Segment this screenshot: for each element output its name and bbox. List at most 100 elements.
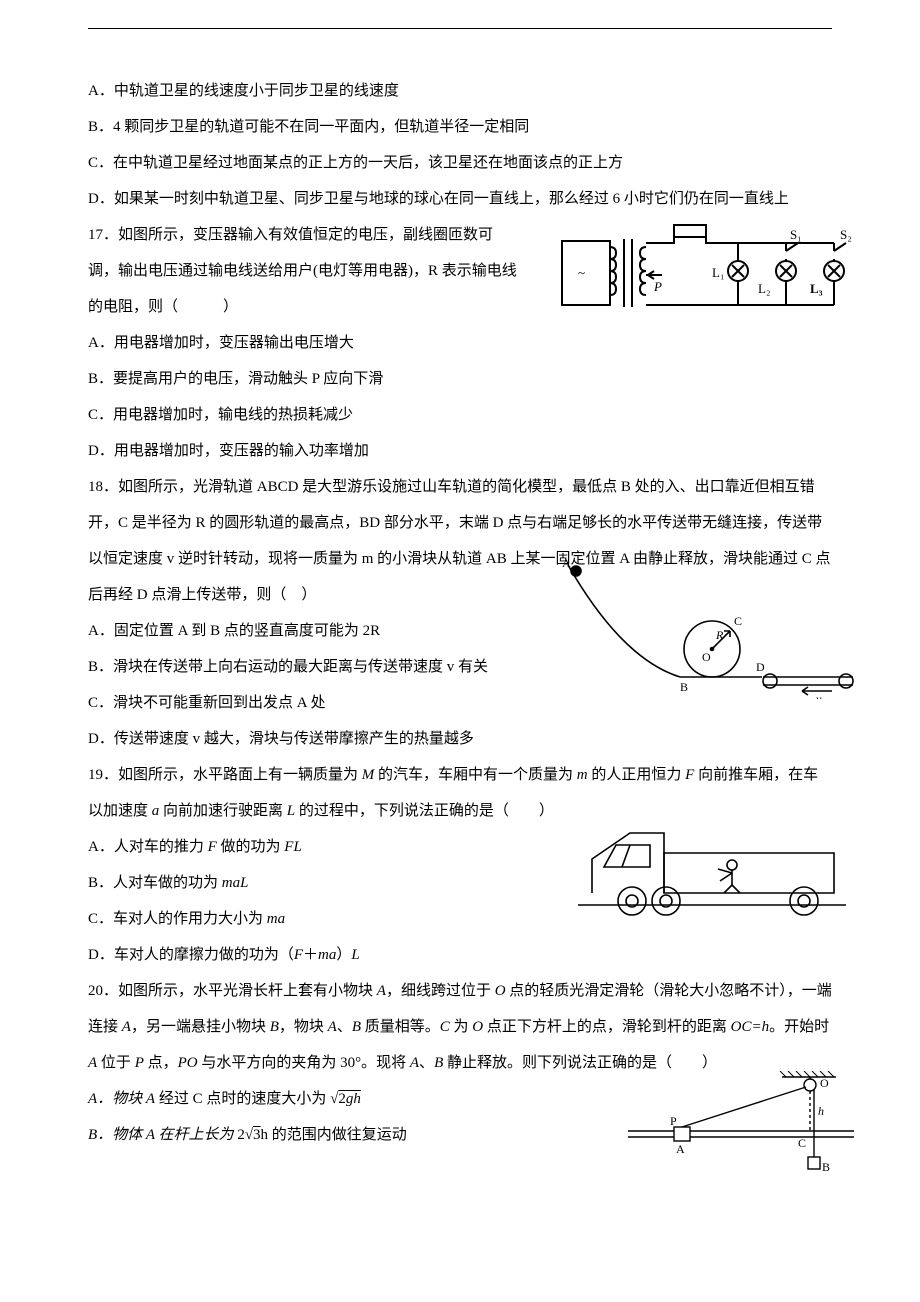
q18-figure: A B C D O R v [562, 559, 862, 699]
svg-text:S₁: S₁ [790, 227, 802, 242]
svg-text:A: A [562, 559, 571, 570]
t: C [440, 1019, 450, 1035]
t: A [88, 1055, 97, 1071]
header-rule [88, 28, 832, 29]
pulley-rod-icon: O P A C h B [622, 1071, 862, 1181]
q20-opt-a: A．物块 A 经过 C 点时的速度大小为 √2gh [88, 1081, 588, 1117]
t: ma [318, 947, 336, 963]
truck-icon [572, 823, 852, 921]
roller-coaster-icon: A B C D O R v [562, 559, 862, 699]
t: A [146, 1091, 155, 1107]
svg-text:P: P [670, 1114, 677, 1128]
t: ） [336, 947, 351, 963]
svg-text:C: C [734, 614, 742, 628]
t: ，物块 [279, 1019, 328, 1035]
t: 、 [419, 1055, 434, 1071]
q16-opt-c: C．在中轨道卫星经过地面某点的正上方的一天后，该卫星还在地面该点的正上方 [88, 145, 832, 181]
var-L: L [287, 803, 295, 819]
t: 20．如图所示，水平光滑长杆上套有小物块 [88, 983, 377, 999]
t: OC=h [731, 1019, 769, 1035]
t: ，另一端悬挂小物块 [131, 1019, 270, 1035]
t: 点正下方杆上的点，滑轮到杆的距离 [483, 1019, 731, 1035]
q17-figure: ~ R P L₁ L₂ L₃ S₁ S₂ [554, 221, 854, 321]
t: ＋ [303, 947, 318, 963]
q20-stem: 20．如图所示，水平光滑长杆上套有小物块 A，细线跨过位于 O 点的轻质光滑定滑… [88, 973, 832, 1081]
t: 2 [338, 1091, 346, 1107]
svg-text:L₂: L₂ [758, 281, 770, 296]
svg-text:~: ~ [578, 265, 585, 280]
q19-figure [572, 823, 852, 921]
t: 的过程中，下列说法正确的是（ ） [295, 803, 554, 819]
t: h 的范围内做往复运动 [261, 1127, 407, 1143]
q16-opt-a: A．中轨道卫星的线速度小于同步卫星的线速度 [88, 73, 832, 109]
svg-text:S₂: S₂ [840, 227, 852, 242]
svg-text:D: D [756, 660, 765, 674]
svg-text:P: P [653, 279, 662, 294]
t: FL [284, 839, 302, 855]
page: A．中轨道卫星的线速度小于同步卫星的线速度 B．4 颗同步卫星的轨道可能不在同一… [0, 0, 920, 1302]
t: A．人对车的推力 [88, 839, 208, 855]
t: 2 [237, 1127, 245, 1143]
t: L [351, 947, 359, 963]
svg-text:O: O [820, 1076, 829, 1090]
t: A [410, 1055, 419, 1071]
t: A [122, 1019, 131, 1035]
t: ma [267, 911, 285, 927]
t: F [208, 839, 217, 855]
t: 与水平方向的夹角为 30°。现将 [198, 1055, 410, 1071]
t: C．车对人的作用力大小为 [88, 911, 267, 927]
q16-opt-b: B．4 颗同步卫星的轨道可能不在同一平面内，但轨道半径一定相同 [88, 109, 832, 145]
svg-text:R: R [681, 221, 690, 224]
q17-opt-d: D．用电器增加时，变压器的输入功率增加 [88, 433, 832, 469]
t: B．人对车做的功为 [88, 875, 222, 891]
t: A [377, 983, 386, 999]
var-m: m [577, 767, 588, 783]
t: 点， [144, 1055, 178, 1071]
t: B [434, 1055, 443, 1071]
svg-text:A: A [676, 1142, 685, 1156]
t: maL [222, 875, 249, 891]
t: ，细线跨过位于 [386, 983, 495, 999]
svg-text:O: O [702, 650, 711, 664]
q18-opt-b: B．滑块在传送带上向右运动的最大距离与传送带速度 v 有关 [88, 649, 558, 685]
t: D．车对人的摩擦力做的功为（ [88, 947, 294, 963]
sqrt-2gh: √2gh [330, 1091, 361, 1107]
t: 的人正用恒力 [588, 767, 686, 783]
t: 的汽车，车厢中有一个质量为 [374, 767, 577, 783]
t: B．物体 A 在杆上长为 [88, 1127, 237, 1143]
q20-figure: O P A C h B [622, 1071, 862, 1181]
t: A．物块 [88, 1091, 146, 1107]
q18-opt-d: D．传送带速度 v 越大，滑块与传送带摩擦产生的热量越多 [88, 721, 832, 757]
var-F: F [685, 767, 694, 783]
q18-opt-c: C．滑块不可能重新回到出发点 A 处 [88, 685, 558, 721]
svg-text:B: B [822, 1160, 830, 1174]
t: F [294, 947, 303, 963]
t: P [135, 1055, 144, 1071]
t: 位于 [97, 1055, 135, 1071]
svg-text:h: h [818, 1104, 824, 1118]
svg-text:L₁: L₁ [712, 265, 724, 280]
q19-opt-d: D．车对人的摩擦力做的功为（F＋ma）L [88, 937, 832, 973]
transformer-circuit-icon: ~ R P L₁ L₂ L₃ S₁ S₂ [554, 221, 854, 321]
svg-text:B: B [680, 680, 688, 694]
q17-opt-b: B．要提高用户的电压，滑动触头 P 应向下滑 [88, 361, 832, 397]
t: 、 [337, 1019, 352, 1035]
q17-opt-a: A．用电器增加时，变压器输出电压增大 [88, 325, 832, 361]
t: 做的功为 [217, 839, 285, 855]
t: 19．如图所示，水平路面上有一辆质量为 [88, 767, 362, 783]
t: gh [346, 1091, 361, 1107]
t: 静止释放。则下列说法正确的是（ ） [443, 1055, 717, 1071]
q19-stem: 19．如图所示，水平路面上有一辆质量为 M 的汽车，车厢中有一个质量为 m 的人… [88, 757, 832, 829]
q17-opt-c: C．用电器增加时，输电线的热损耗减少 [88, 397, 832, 433]
t: 为 [450, 1019, 473, 1035]
t: B [352, 1019, 361, 1035]
svg-text:C: C [798, 1136, 806, 1150]
t: 经过 C 点时的速度大小为 [155, 1091, 326, 1107]
t: 3 [253, 1127, 261, 1143]
q18-opt-a: A．固定位置 A 到 B 点的竖直高度可能为 2R [88, 613, 558, 649]
var-M: M [362, 767, 375, 783]
q17-stem: 17．如图所示，变压器输入有效值恒定的电压，副线圈匝数可调，输出电压通过输电线送… [88, 217, 518, 325]
t: 质量相等。 [361, 1019, 440, 1035]
q16-opt-d: D．如果某一时刻中轨道卫星、同步卫星与地球的球心在同一直线上，那么经过 6 小时… [88, 181, 832, 217]
t: B [270, 1019, 279, 1035]
